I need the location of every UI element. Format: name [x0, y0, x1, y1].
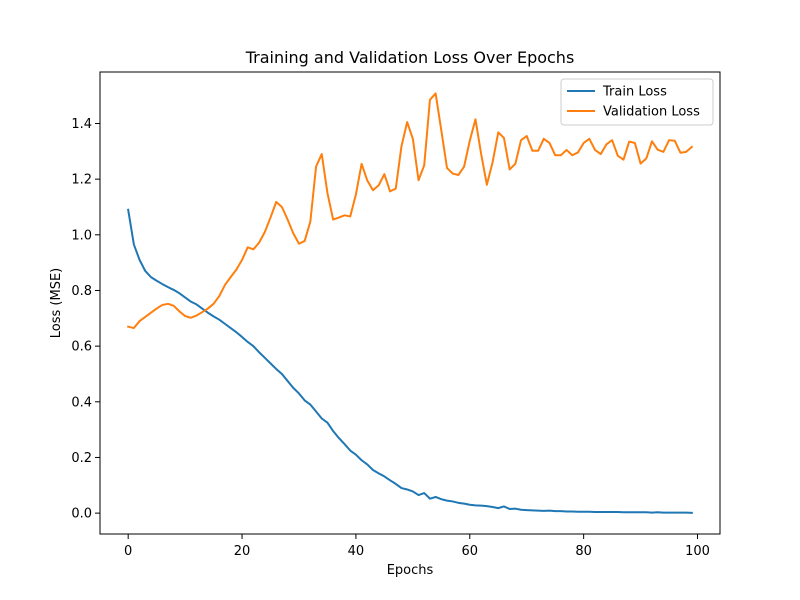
- y-tick-label: 0.6: [71, 340, 92, 355]
- plot-area: [100, 72, 720, 534]
- series-line-train-loss: [127, 208, 693, 514]
- y-tick-label: 1.2: [71, 173, 92, 188]
- y-axis-ticks: 0.0 0.2 0.4 0.6 0.8 1.0 1.2 1.4: [71, 117, 100, 522]
- x-axis-label: Epochs: [387, 563, 434, 578]
- x-axis-ticks: 0 20 40 60 80 100: [124, 534, 710, 559]
- x-tick-label: 100: [685, 544, 710, 559]
- chart-title: Training and Validation Loss Over Epochs: [245, 48, 575, 67]
- x-tick-label: 0: [124, 544, 132, 559]
- legend-box: [560, 78, 714, 126]
- x-tick-label: 20: [234, 544, 251, 559]
- y-tick-label: 0.2: [71, 451, 92, 466]
- y-axis-label: Loss (MSE): [49, 268, 64, 338]
- series-line-validation-loss: [126, 92, 694, 330]
- x-tick-label: 80: [575, 544, 592, 559]
- y-tick-label: 0.0: [71, 507, 92, 522]
- legend: Train Loss Validation Loss: [560, 78, 714, 126]
- x-tick-label: 40: [348, 544, 365, 559]
- y-tick-label: 1.0: [71, 228, 92, 243]
- y-tick-label: 0.8: [71, 284, 92, 299]
- plot-frame: [99, 71, 721, 535]
- y-tick-label: 1.4: [71, 117, 92, 132]
- legend-label: Train Loss: [602, 85, 667, 100]
- y-tick-label: 0.4: [71, 395, 92, 410]
- series-layer: [126, 92, 694, 514]
- x-tick-label: 60: [462, 544, 479, 559]
- legend-label: Validation Loss: [603, 105, 700, 120]
